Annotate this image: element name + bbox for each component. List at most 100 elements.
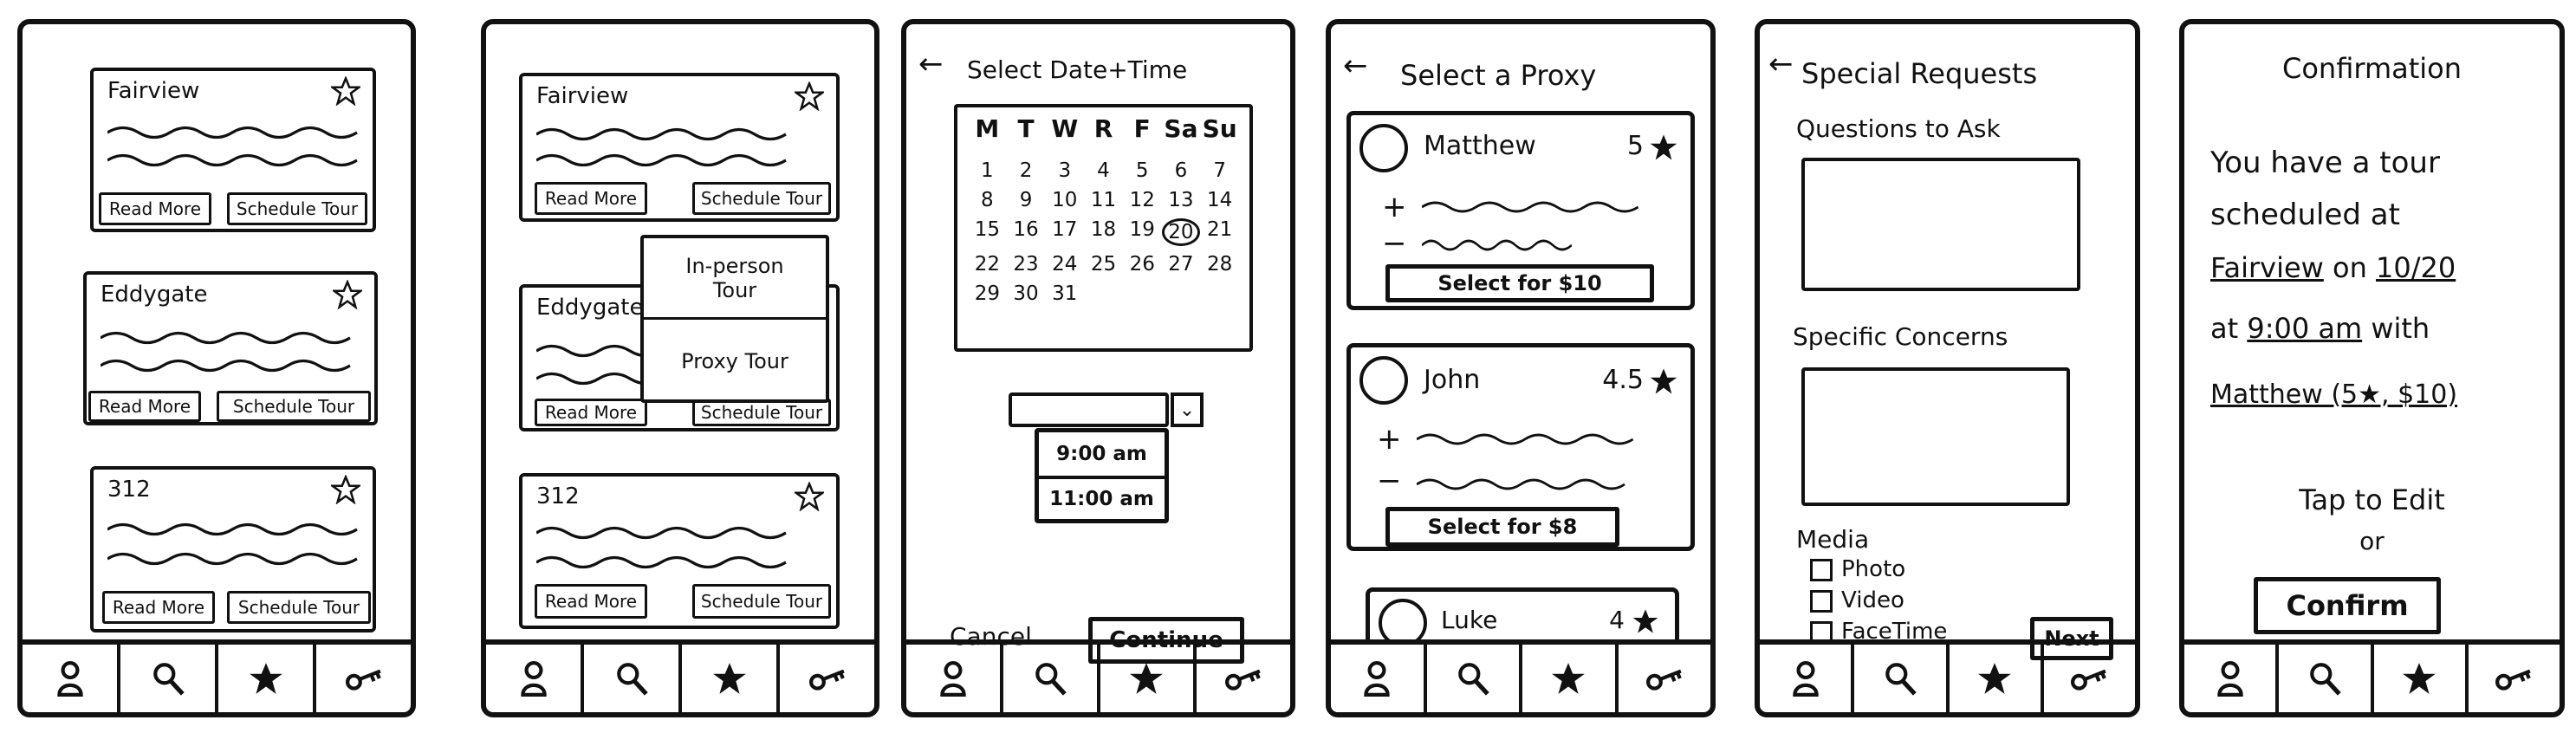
time-option[interactable]: 11:00 am	[1039, 479, 1165, 519]
favorite-star-icon[interactable]	[331, 475, 360, 504]
nav-profile[interactable]	[906, 645, 1000, 712]
calendar-date[interactable]: 17	[1052, 218, 1078, 241]
nav-profile[interactable]	[1760, 645, 1851, 712]
proxy-tour-option[interactable]: Proxy Tour	[644, 322, 826, 399]
listing-card[interactable]: Fairview Read More Schedule Tour	[90, 68, 376, 232]
schedule-tour-button[interactable]: Schedule Tour	[227, 591, 371, 624]
calendar-date[interactable]: 18	[1090, 218, 1117, 241]
tour-date[interactable]: 10/20	[2376, 251, 2456, 284]
calendar-date[interactable]: 15	[974, 218, 1000, 241]
calendar-date[interactable]: 14	[1207, 189, 1233, 211]
media-option-video[interactable]: Video	[1810, 587, 1904, 613]
nav-keys[interactable]	[2040, 645, 2135, 712]
calendar-date[interactable]: 31	[1052, 282, 1078, 305]
next-button[interactable]: Next	[2030, 617, 2113, 660]
nav-favorites[interactable]	[215, 645, 313, 712]
calendar-date[interactable]: 1	[981, 159, 994, 182]
proxy-summary[interactable]: Matthew (5★, $10)	[2210, 379, 2458, 410]
time-dropdown[interactable]: ⌄	[1009, 392, 1204, 427]
calendar-date[interactable]: 28	[1207, 253, 1233, 276]
nav-search[interactable]	[581, 645, 678, 712]
favorite-star-icon[interactable]	[331, 76, 360, 106]
read-more-button[interactable]: Read More	[102, 591, 215, 624]
nav-keys[interactable]	[313, 645, 411, 712]
calendar-date[interactable]: 25	[1090, 253, 1117, 276]
listing-card[interactable]: Eddygate Read More Schedule Tour	[83, 271, 378, 425]
cancel-button[interactable]: Cancel	[950, 622, 1032, 651]
calendar-date[interactable]: 3	[1058, 159, 1072, 182]
schedule-tour-button[interactable]: Schedule Tour	[692, 182, 831, 215]
schedule-tour-button[interactable]: Schedule Tour	[227, 192, 367, 225]
calendar-date[interactable]: 16	[1013, 218, 1039, 241]
concerns-textarea[interactable]	[1801, 367, 2070, 506]
back-arrow-icon[interactable]: ←	[1768, 47, 1794, 81]
media-option-photo[interactable]: Photo	[1810, 556, 1905, 582]
back-arrow-icon[interactable]: ←	[1343, 49, 1368, 83]
read-more-button[interactable]: Read More	[88, 391, 201, 422]
calendar-date[interactable]: 23	[1013, 253, 1039, 276]
calendar-date[interactable]: 29	[974, 282, 1000, 305]
nav-search[interactable]	[2275, 645, 2370, 712]
back-arrow-icon[interactable]: ←	[918, 47, 944, 81]
nav-profile[interactable]	[2184, 645, 2275, 712]
favorite-star-icon[interactable]	[795, 482, 824, 511]
nav-favorites[interactable]	[678, 645, 776, 712]
listing-card[interactable]: Fairview Read More Schedule Tour	[519, 73, 840, 222]
read-more-button[interactable]: Read More	[535, 399, 647, 426]
select-proxy-button[interactable]: Select for $8	[1385, 507, 1619, 547]
nav-profile[interactable]	[486, 645, 581, 712]
nav-favorites[interactable]	[2370, 645, 2465, 712]
calendar-date[interactable]: 22	[974, 253, 1000, 276]
calendar-date[interactable]: 30	[1013, 282, 1039, 305]
nav-search[interactable]	[117, 645, 215, 712]
nav-profile[interactable]	[23, 645, 117, 712]
calendar-date[interactable]: 10	[1052, 189, 1078, 211]
nav-keys[interactable]	[1193, 645, 1290, 712]
read-more-button[interactable]: Read More	[535, 182, 647, 215]
calendar-date[interactable]: 9	[1019, 189, 1033, 211]
time-option[interactable]: 9:00 am	[1039, 432, 1165, 479]
nav-profile[interactable]	[1331, 645, 1424, 712]
favorite-star-icon[interactable]	[333, 280, 362, 309]
in-person-tour-option[interactable]: In-person Tour	[644, 238, 826, 320]
confirm-button[interactable]: Confirm	[2254, 577, 2441, 634]
nav-favorites[interactable]	[1096, 645, 1194, 712]
calendar-date[interactable]: 11	[1090, 189, 1117, 211]
calendar-date[interactable]: 21	[1207, 218, 1233, 241]
calendar-date[interactable]: 7	[1213, 159, 1226, 182]
calendar-date[interactable]: 2	[1019, 159, 1033, 182]
calendar-date[interactable]: 24	[1052, 253, 1078, 276]
listing-card[interactable]: 312 Read More Schedule Tour	[90, 466, 376, 632]
nav-favorites[interactable]	[1519, 645, 1615, 712]
nav-keys[interactable]	[1614, 645, 1711, 712]
calendar-date[interactable]: 12	[1129, 189, 1155, 211]
calendar-date[interactable]: 5	[1135, 159, 1149, 182]
select-proxy-button[interactable]: Select for $10	[1385, 264, 1654, 302]
questions-textarea[interactable]	[1801, 158, 2080, 291]
listing-card[interactable]: 312 Read More Schedule Tour	[519, 473, 840, 629]
checkbox[interactable]	[1810, 558, 1833, 581]
nav-keys[interactable]	[2464, 645, 2560, 712]
calendar-date[interactable]: 20	[1161, 218, 1201, 246]
checkbox[interactable]	[1810, 589, 1833, 613]
calendar-date[interactable]: 19	[1129, 218, 1155, 241]
calendar-date[interactable]: 4	[1097, 159, 1110, 182]
nav-search[interactable]	[1851, 645, 1945, 712]
nav-search[interactable]	[1423, 645, 1520, 712]
favorite-star-icon[interactable]	[795, 81, 824, 111]
schedule-tour-button[interactable]: Schedule Tour	[692, 399, 831, 426]
calendar-date[interactable]: 6	[1174, 159, 1188, 182]
read-more-button[interactable]: Read More	[535, 584, 647, 619]
read-more-button[interactable]: Read More	[99, 192, 211, 225]
nav-search[interactable]	[999, 645, 1097, 712]
tour-time[interactable]: 9:00 am	[2247, 312, 2363, 345]
schedule-tour-button[interactable]: Schedule Tour	[692, 584, 831, 619]
calendar-date[interactable]: 13	[1168, 189, 1194, 211]
nav-keys[interactable]	[776, 645, 874, 712]
calendar-date[interactable]: 8	[981, 189, 994, 211]
calendar-date[interactable]: 26	[1129, 253, 1155, 276]
chevron-down-icon[interactable]: ⌄	[1171, 392, 1204, 427]
nav-favorites[interactable]	[1945, 645, 2041, 712]
calendar-date[interactable]: 27	[1168, 253, 1194, 276]
property-name[interactable]: Fairview	[2210, 251, 2324, 284]
